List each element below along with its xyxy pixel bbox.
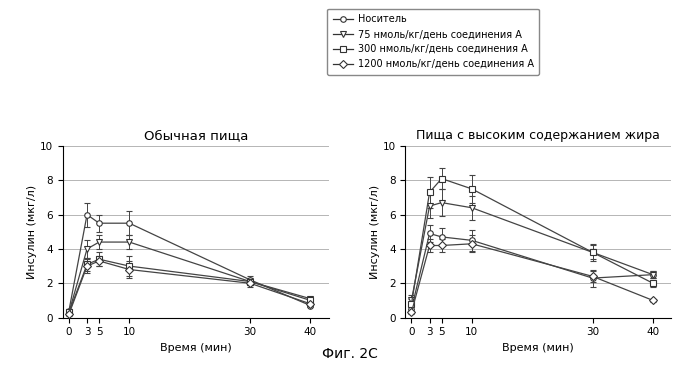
Y-axis label: Инсулин (мкг/л): Инсулин (мкг/л): [370, 185, 380, 279]
Title: Обычная пища: Обычная пища: [143, 129, 248, 142]
X-axis label: Время (мин): Время (мин): [160, 343, 231, 353]
Legend: Носитель, 75 нмоль/кг/день соединения А, 300 нмоль/кг/день соединения А, 1200 нм: Носитель, 75 нмоль/кг/день соединения А,…: [327, 8, 540, 75]
Y-axis label: Инсулин (мкг/л): Инсулин (мкг/л): [27, 185, 37, 279]
X-axis label: Время (мин): Время (мин): [503, 343, 574, 353]
Text: Фиг. 2С: Фиг. 2С: [322, 347, 377, 361]
Title: Пища с высоким содержанием жира: Пища с высоким содержанием жира: [417, 129, 660, 142]
